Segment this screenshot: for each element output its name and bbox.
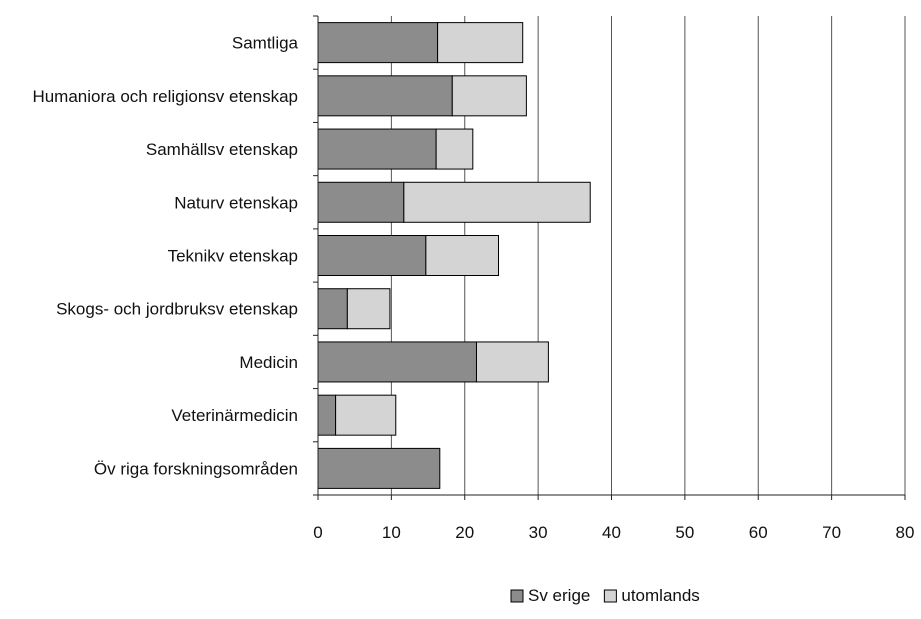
category-label: Skogs- och jordbruksv etenskap (56, 300, 298, 319)
axes (313, 15, 906, 500)
bar-segment (317, 22, 439, 64)
legend-label: utomlands (621, 586, 699, 605)
x-tick-label: 10 (382, 523, 401, 542)
category-label: Öv riga forskningsområden (94, 459, 298, 478)
category-label: Veterinärmedicin (171, 406, 298, 425)
category-label: Medicin (239, 353, 298, 372)
bar-segment (317, 128, 437, 170)
bar-segment (435, 128, 474, 170)
category-label: Teknikv etenskap (168, 247, 298, 266)
category-label: Samhällsv etenskap (146, 140, 298, 159)
category-label: Naturv etenskap (174, 193, 298, 212)
bar-segment (317, 288, 348, 330)
x-tick-label: 60 (749, 523, 768, 542)
x-tick-label: 40 (602, 523, 621, 542)
category-label: Samtliga (232, 34, 299, 53)
bar-segment (403, 181, 591, 223)
bar-segment (317, 75, 453, 117)
bar-segment (317, 235, 427, 276)
x-tick-label: 80 (896, 523, 915, 542)
x-tick-labels: 0 10 20 30 40 50 60 70 80 (313, 523, 914, 542)
category-labels: Samtliga Humaniora och religionsv etenska… (32, 34, 298, 479)
bar-segment (451, 75, 527, 117)
bar-segment (475, 341, 549, 383)
category-label: Humaniora och religionsv etenskap (32, 87, 298, 106)
bar-segment (317, 181, 405, 223)
bar-segment (346, 288, 391, 330)
legend-swatch (510, 589, 524, 603)
x-tick-label: 20 (455, 523, 474, 542)
x-tick-label: 50 (675, 523, 694, 542)
bar-segment (317, 341, 477, 383)
x-tick-label: 70 (822, 523, 841, 542)
bar-segment (317, 447, 441, 489)
bars (317, 22, 591, 489)
bar-segment (437, 22, 524, 64)
x-tick-label: 0 (313, 523, 322, 542)
bar-segment (317, 394, 337, 436)
legend-swatch (603, 589, 617, 603)
legend: Sv erige utomlands (510, 586, 700, 605)
bar-segment (425, 235, 500, 276)
bar-segment (335, 394, 397, 436)
legend-label: Sv erige (528, 586, 590, 605)
x-tick-label: 30 (529, 523, 548, 542)
